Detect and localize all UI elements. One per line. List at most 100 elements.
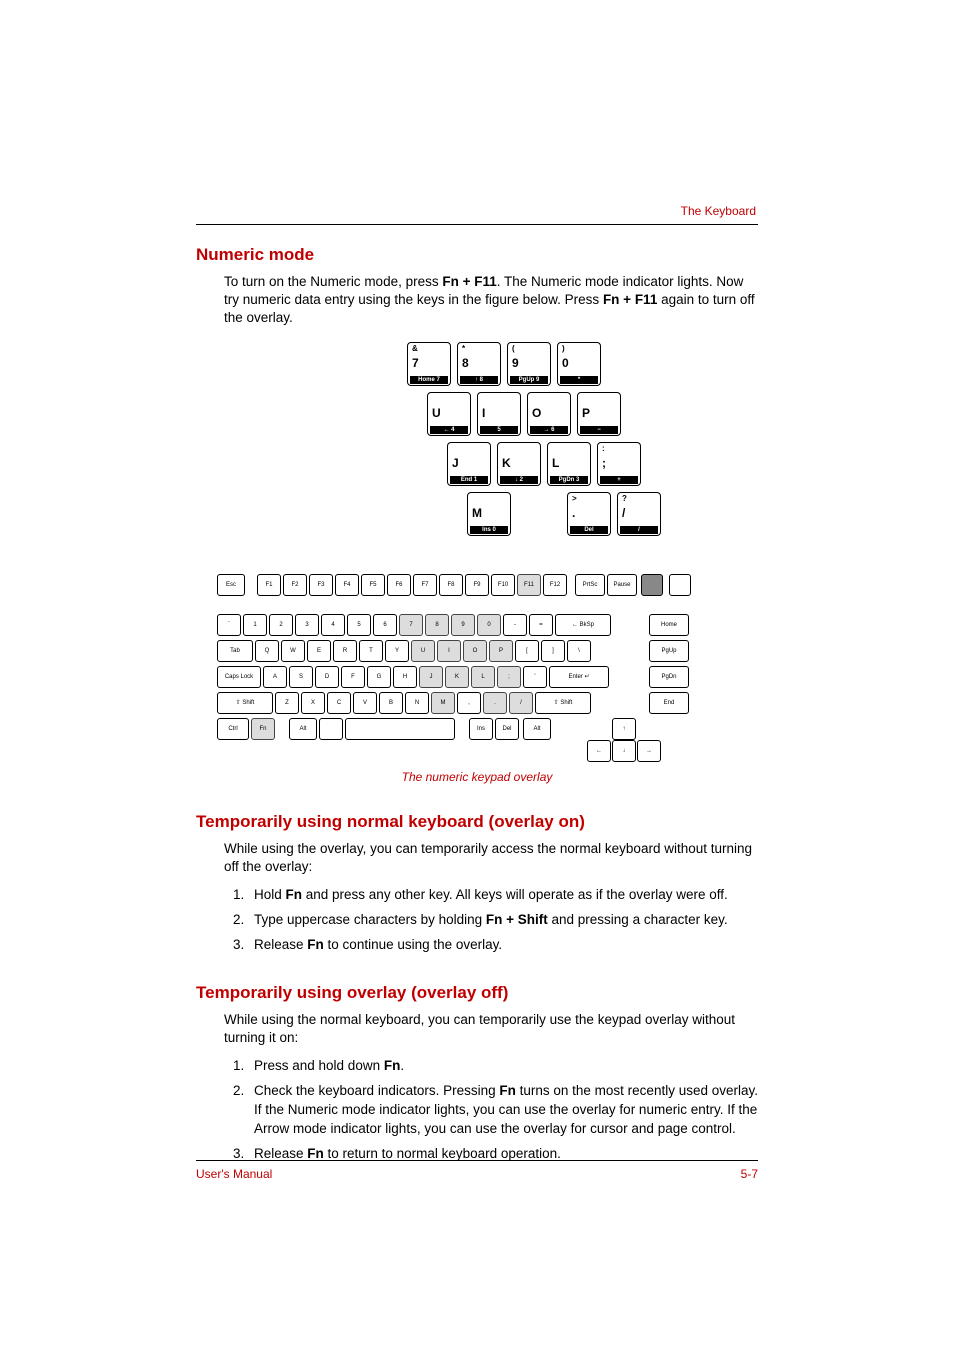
keyboard-key: 0 — [477, 614, 501, 636]
keyboard-key: 7 — [399, 614, 423, 636]
figure-keypad: &7Home 7*8↑ 8(9PgUp 9)0*U← 4I5O→ 6P−JEnd… — [196, 342, 758, 784]
keyboard-key: 3 — [295, 614, 319, 636]
keyboard-key: Q — [255, 640, 279, 662]
keyboard-key: 1 — [243, 614, 267, 636]
keyboard-key: 9 — [451, 614, 475, 636]
keyboard-key: G — [367, 666, 391, 688]
keyboard-key: ← BkSp — [555, 614, 611, 636]
keypad-key: ?// — [617, 492, 661, 536]
keyboard-key: H — [393, 666, 417, 688]
keyboard-key — [345, 718, 455, 740]
keypad-key: MIns 0 — [467, 492, 511, 536]
keyboard-key: Y — [385, 640, 409, 662]
keyboard-key: PrtSc — [575, 574, 605, 596]
heading-overlay-off: Temporarily using overlay (overlay off) — [196, 983, 758, 1003]
keypad-key: P− — [577, 392, 621, 436]
keyboard-key: F — [341, 666, 365, 688]
keypad-key: O→ 6 — [527, 392, 571, 436]
keyboard-key: Tab — [217, 640, 253, 662]
text: To turn on the Numeric mode, press — [224, 274, 442, 289]
keyboard-key: Fn — [251, 718, 275, 740]
keyboard-key: C — [327, 692, 351, 714]
keyboard-key: F6 — [387, 574, 411, 596]
keyboard-key: ← — [587, 740, 611, 762]
keyboard-key: L — [471, 666, 495, 688]
keyboard-key: Esc — [217, 574, 245, 596]
keypad-key: LPgDn 3 — [547, 442, 591, 486]
keyboard-key: F7 — [413, 574, 437, 596]
keypad-key: U← 4 — [427, 392, 471, 436]
keypad-key: K↓ 2 — [497, 442, 541, 486]
keyboard-key: F2 — [283, 574, 307, 596]
keyboard-key: Caps Lock — [217, 666, 261, 688]
keyboard-key: V — [353, 692, 377, 714]
numeric-mode-para: To turn on the Numeric mode, press Fn + … — [224, 273, 758, 328]
list-item: Type uppercase characters by holding Fn … — [248, 911, 758, 930]
list-item: Press and hold down Fn. — [248, 1057, 758, 1076]
keyboard-key: K — [445, 666, 469, 688]
keyboard-key: X — [301, 692, 325, 714]
keyboard-key: → — [637, 740, 661, 762]
keyboard-key: PgUp — [649, 640, 689, 662]
keyboard-key: ↓ — [612, 740, 636, 762]
keyboard-key: F5 — [361, 574, 385, 596]
keyboard-key: ' — [523, 666, 547, 688]
keyboard-key: U — [411, 640, 435, 662]
keyboard-key: B — [379, 692, 403, 714]
keyboard-key: 2 — [269, 614, 293, 636]
keyboard-key: 8 — [425, 614, 449, 636]
keypad-key: )0* — [557, 342, 601, 386]
keyboard-key: ; — [497, 666, 521, 688]
heading-overlay-on: Temporarily using normal keyboard (overl… — [196, 812, 758, 832]
keyboard-key — [641, 574, 663, 596]
keyboard-key: F8 — [439, 574, 463, 596]
kbd-combo: Fn + F11 — [603, 292, 657, 307]
keyboard-key: D — [315, 666, 339, 688]
keyboard-key: I — [437, 640, 461, 662]
keyboard-key: F10 — [491, 574, 515, 596]
keyboard-key: ⇧ Shift — [535, 692, 591, 714]
keyboard-key: End — [649, 692, 689, 714]
keyboard-key: T — [359, 640, 383, 662]
keypad-key: :;+ — [597, 442, 641, 486]
keyboard-key: PgDn — [649, 666, 689, 688]
keyboard-key: 4 — [321, 614, 345, 636]
keyboard-key: , — [457, 692, 481, 714]
footer-right: 5-7 — [741, 1167, 758, 1181]
keyboard-key: R — [333, 640, 357, 662]
keyboard-key: \ — [567, 640, 591, 662]
keyboard-key: F3 — [309, 574, 333, 596]
keyboard-key: 5 — [347, 614, 371, 636]
list-item: Check the keyboard indicators. Pressing … — [248, 1082, 758, 1139]
keyboard-key: Home — [649, 614, 689, 636]
keyboard-key: W — [281, 640, 305, 662]
keypad-key: *8↑ 8 — [457, 342, 501, 386]
keyboard-key: [ — [515, 640, 539, 662]
keyboard-key: M — [431, 692, 455, 714]
keyboard-key: J — [419, 666, 443, 688]
overlay-off-para: While using the normal keyboard, you can… — [224, 1011, 758, 1047]
keyboard-key — [319, 718, 343, 740]
list-item: Release Fn to continue using the overlay… — [248, 936, 758, 955]
overlay-off-list: Press and hold down Fn. Check the keyboar… — [224, 1057, 758, 1163]
keypad-zoom-diagram: &7Home 7*8↑ 8(9PgUp 9)0*U← 4I5O→ 6P−JEnd… — [407, 342, 657, 562]
keyboard-key: E — [307, 640, 331, 662]
keyboard-key: ⇧ Shift — [217, 692, 273, 714]
overlay-on-para: While using the overlay, you can tempora… — [224, 840, 758, 876]
keyboard-key: Enter ↵ — [549, 666, 609, 688]
keyboard-key: F1 — [257, 574, 281, 596]
keypad-key: >.Del — [567, 492, 611, 536]
keyboard-key: ` — [217, 614, 241, 636]
keyboard-key: O — [463, 640, 487, 662]
keypad-key: (9PgUp 9 — [507, 342, 551, 386]
keyboard-key: A — [263, 666, 287, 688]
keyboard-key — [669, 574, 691, 596]
keyboard-key: Alt — [523, 718, 551, 740]
full-keyboard-diagram: EscF1F2F3F4F5F6F7F8F9F10F11F12PrtScPause… — [217, 574, 737, 762]
keyboard-key: Ins — [469, 718, 493, 740]
keyboard-key: P — [489, 640, 513, 662]
overlay-on-list: Hold Fn and press any other key. All key… — [224, 886, 758, 955]
rule-top — [196, 224, 758, 225]
keyboard-key: Del — [495, 718, 519, 740]
keyboard-key: Pause — [607, 574, 637, 596]
